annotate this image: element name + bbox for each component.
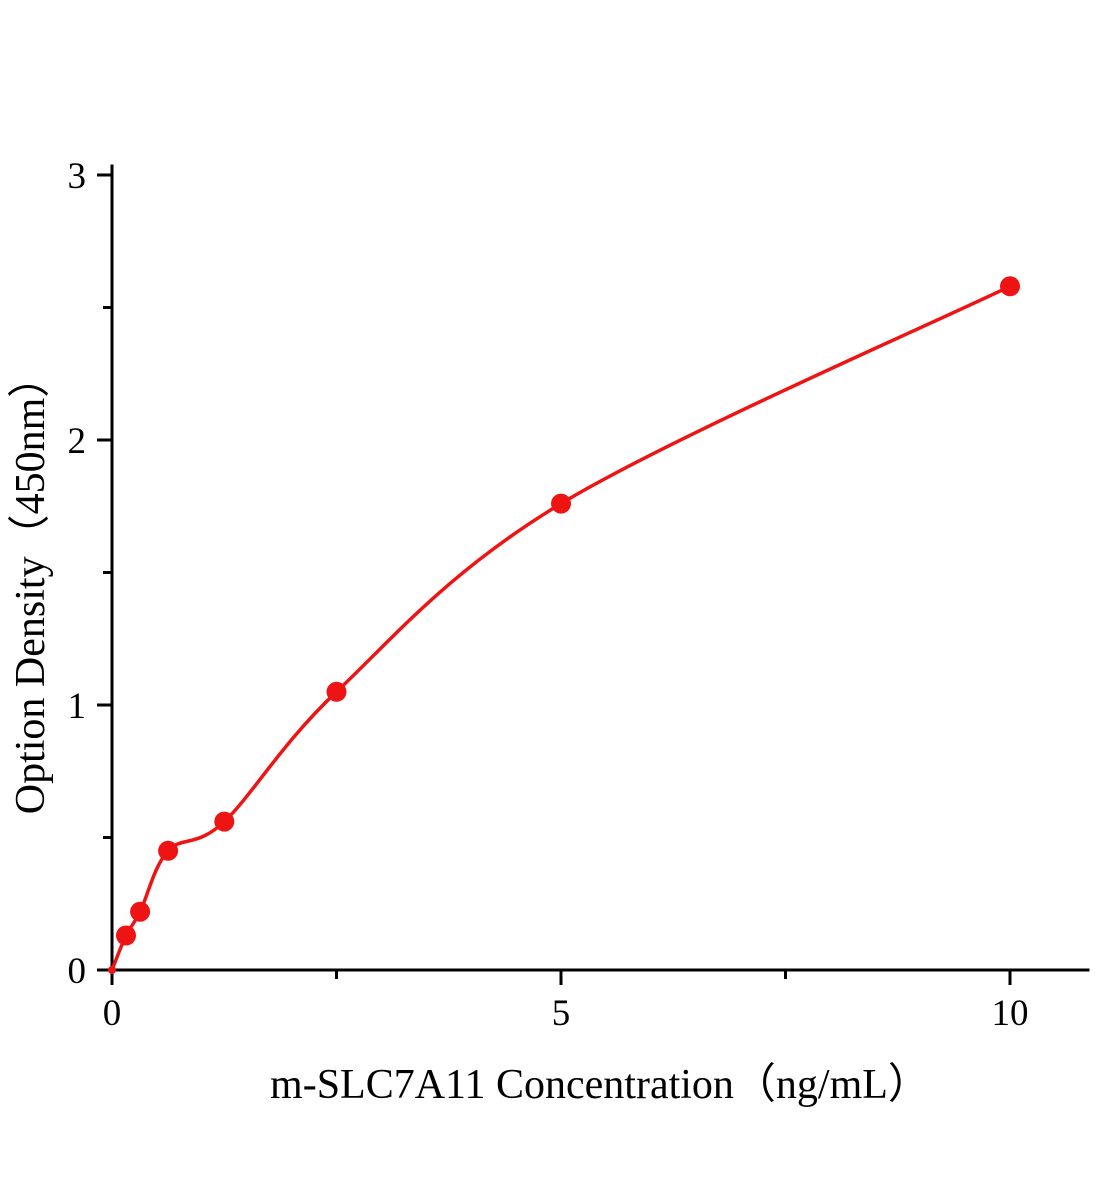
y-axis-title: Option Density（450nm） — [8, 356, 54, 815]
data-point — [116, 925, 136, 946]
axis-spines — [110, 164, 1090, 972]
fitted-curve-path — [110, 284, 1011, 971]
data-point — [214, 811, 235, 832]
x-tick-label: 0 — [103, 993, 122, 1034]
y-tick-label: 0 — [68, 951, 87, 992]
y-tick-label: 2 — [68, 421, 87, 462]
data-point — [551, 493, 571, 514]
y-tick-label: 3 — [68, 156, 87, 197]
data-point — [108, 966, 116, 974]
x-axis-title: m-SLC7A11 Concentration（ng/mL） — [270, 1062, 930, 1108]
axes — [110, 164, 1090, 972]
y-tick-label: 1 — [68, 686, 87, 727]
data-point — [326, 681, 347, 702]
tick-labels: 0 5 10 0 1 2 3 — [68, 156, 1029, 1034]
fitted-curve — [110, 284, 1011, 971]
x-tick-label: 5 — [552, 993, 571, 1034]
data-points — [108, 276, 1020, 974]
data-point — [130, 901, 151, 922]
data-point — [1000, 276, 1020, 297]
data-point — [158, 840, 179, 861]
tick-marks — [97, 173, 1012, 985]
x-tick-label: 10 — [992, 993, 1029, 1034]
